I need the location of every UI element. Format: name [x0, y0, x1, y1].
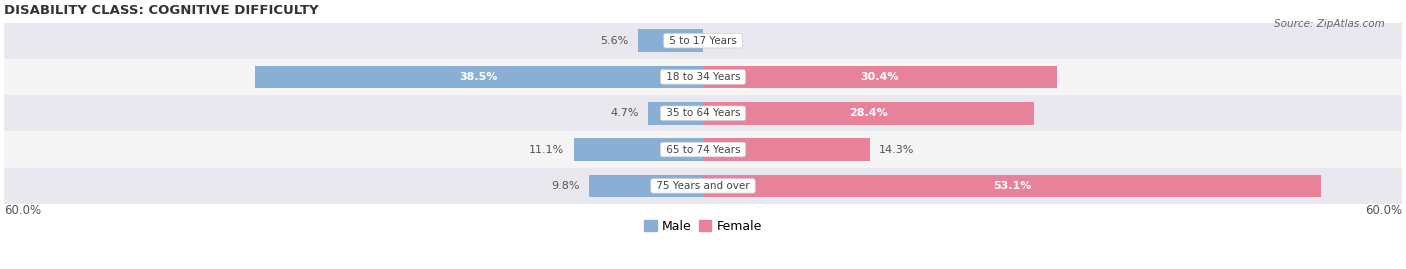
Bar: [638, 29, 703, 52]
Text: 18 to 34 Years: 18 to 34 Years: [662, 72, 744, 82]
Text: 0.0%: 0.0%: [713, 36, 741, 46]
Bar: [589, 175, 703, 197]
Bar: [4, 23, 1402, 59]
Text: 9.8%: 9.8%: [551, 181, 579, 191]
Legend: Male, Female: Male, Female: [640, 215, 766, 238]
Bar: [4, 95, 1402, 131]
Text: 65 to 74 Years: 65 to 74 Years: [662, 144, 744, 155]
Text: 5.6%: 5.6%: [600, 36, 628, 46]
Text: 60.0%: 60.0%: [1365, 204, 1402, 217]
Bar: [703, 102, 1033, 125]
Text: 28.4%: 28.4%: [849, 108, 887, 118]
Text: 14.3%: 14.3%: [879, 144, 914, 155]
Bar: [574, 138, 703, 161]
Bar: [4, 59, 1402, 95]
Text: 11.1%: 11.1%: [529, 144, 564, 155]
Text: 53.1%: 53.1%: [993, 181, 1032, 191]
Bar: [703, 175, 1322, 197]
Bar: [703, 66, 1057, 88]
Text: 5 to 17 Years: 5 to 17 Years: [666, 36, 740, 46]
Bar: [648, 102, 703, 125]
Bar: [4, 168, 1402, 204]
Bar: [4, 131, 1402, 168]
Text: 60.0%: 60.0%: [4, 204, 41, 217]
Text: DISABILITY CLASS: COGNITIVE DIFFICULTY: DISABILITY CLASS: COGNITIVE DIFFICULTY: [4, 4, 319, 17]
Text: Source: ZipAtlas.com: Source: ZipAtlas.com: [1274, 19, 1385, 29]
Text: 35 to 64 Years: 35 to 64 Years: [662, 108, 744, 118]
Text: 30.4%: 30.4%: [860, 72, 900, 82]
Bar: [703, 138, 869, 161]
Text: 75 Years and over: 75 Years and over: [652, 181, 754, 191]
Text: 4.7%: 4.7%: [610, 108, 638, 118]
Bar: [254, 66, 703, 88]
Text: 38.5%: 38.5%: [460, 72, 498, 82]
